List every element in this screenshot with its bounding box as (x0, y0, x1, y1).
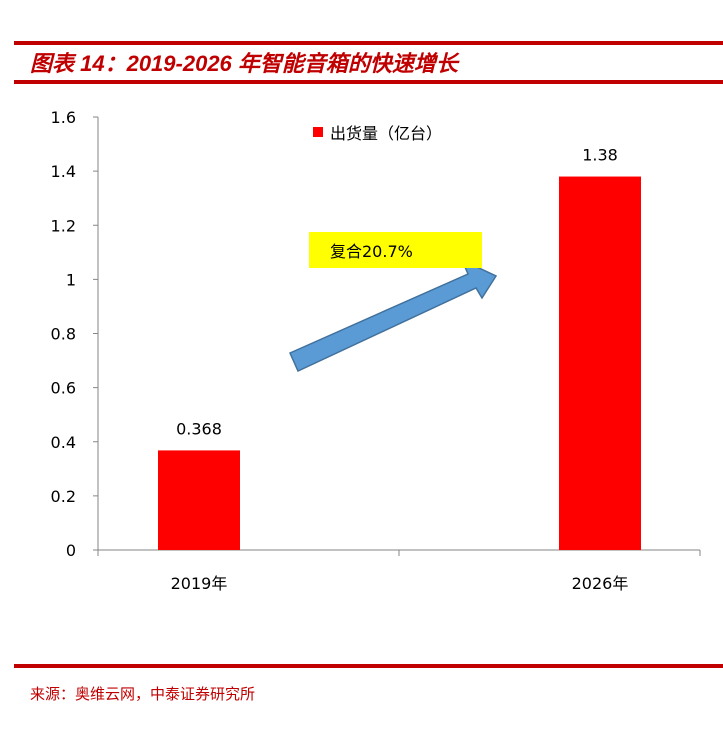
y-tick-label: 0.8 (51, 325, 76, 344)
data-label: 0.368 (176, 419, 222, 438)
bar (559, 176, 641, 550)
legend-label: 出货量（亿台） (330, 124, 442, 143)
annotation-text: 复合20.7% (330, 242, 413, 261)
title-bottom-rule (14, 80, 723, 84)
legend-swatch (313, 127, 323, 137)
y-tick-label: 0.2 (51, 487, 76, 506)
annotation-box (309, 232, 482, 268)
data-label: 1.38 (582, 146, 618, 165)
footer-rule (14, 664, 723, 668)
chart-title: 图表 14：2019-2026 年智能音箱的快速增长 (30, 51, 458, 76)
y-tick-label: 1.6 (51, 108, 76, 127)
title-top-rule (14, 41, 723, 45)
x-tick-label: 2019年 (171, 574, 228, 593)
y-tick-label: 0.4 (51, 433, 76, 452)
bar-chart: 0 0.2 0.4 0.6 0.8 1 1.2 1.4 1.6 0.368 2019年 1.38 202… (51, 108, 701, 593)
growth-arrow (289, 258, 498, 373)
y-tick-label: 1 (66, 270, 76, 289)
bar (158, 450, 240, 550)
y-tick-label: 0 (66, 541, 76, 560)
y-tick-label: 0.6 (51, 379, 76, 398)
x-tick-label: 2026年 (572, 574, 629, 593)
source-note: 来源：奥维云网，中泰证券研究所 (30, 685, 256, 703)
y-tick-label: 1.2 (51, 216, 76, 235)
y-tick-label: 1.4 (51, 162, 76, 181)
